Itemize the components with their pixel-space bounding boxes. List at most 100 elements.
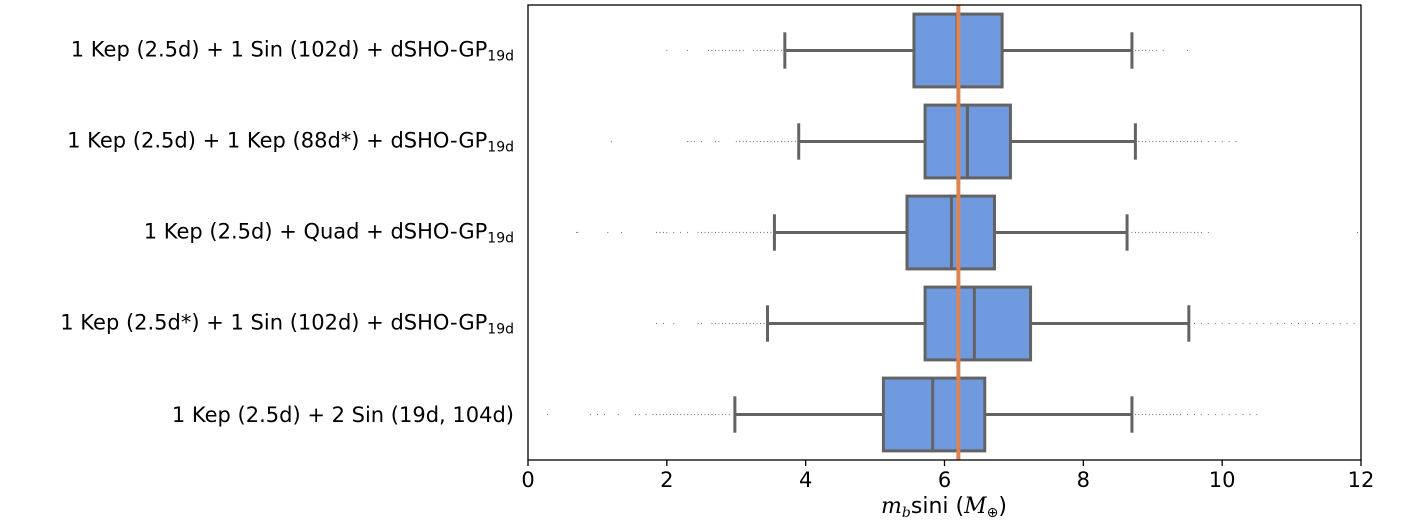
outlier-point [1194,140,1195,143]
outlier-point [652,413,654,416]
outlier-point [597,413,598,416]
box-group-2 [610,103,1237,180]
outlier-point [1155,49,1157,52]
outlier-point [763,140,765,143]
outlier-point [780,140,782,143]
outlier-point [1256,322,1258,325]
outlier-point [1162,413,1164,416]
outlier-point [1148,140,1150,143]
outlier-point [1134,49,1136,52]
outlier-point [718,413,720,416]
outlier-point [1207,322,1209,325]
outlier-point [1180,140,1181,143]
outlier-point [680,413,682,416]
outlier-point [1162,140,1164,143]
outlier-point [666,231,668,234]
outlier-point [1346,322,1348,325]
outlier-point [1138,413,1140,416]
outlier-point [725,231,727,234]
outlier-point [728,413,730,416]
outlier-point [687,231,689,234]
outlier-point [732,322,734,325]
category-label-text: 1 Kep (2.5d) + Quad + dSHO-GP [143,219,488,243]
outlier-point [697,322,699,325]
outlier-point [742,322,744,325]
outlier-point [1134,231,1136,234]
outlier-point [645,413,647,416]
outlier-point [760,49,761,52]
outlier-point [687,140,689,143]
outlier-point [1138,140,1140,143]
outlier-point [739,49,741,52]
outlier-point [1155,413,1157,416]
outlier-point [1200,322,1202,325]
category-label: 1 Kep (2.5d) + 2 Sin (19d, 104d) [172,403,514,427]
outlier-point [1141,140,1143,143]
outlier-point [728,231,730,234]
outlier-point [760,322,761,325]
outlier-point [1312,322,1313,325]
outlier-point [780,49,782,52]
outlier-point [1235,413,1237,416]
outlier-point [1228,140,1230,143]
outlier-point [1166,413,1168,416]
outlier-point [739,231,741,234]
category-label: 1 Kep (2.5d) + 1 Kep (88d*) + dSHO-GP19d [67,128,514,155]
outlier-point [1221,140,1223,143]
outlier-point [1166,140,1168,143]
outlier-point [1152,231,1154,234]
category-label-text: 1 Kep (2.5d) + 2 Sin (19d, 104d) [171,402,514,427]
outlier-point [735,322,737,325]
outlier-point [1141,49,1143,52]
outlier-point [1249,413,1251,416]
outlier-point [638,413,640,416]
outlier-point [1235,140,1237,143]
outlier-point [687,49,689,52]
outlier-point [1183,140,1185,143]
box-group-4 [656,285,1362,362]
outlier-point [1169,231,1171,234]
outlier-point [725,49,727,52]
outlier-point [756,231,758,234]
outlier-point [617,413,619,416]
outlier-point [708,231,709,234]
outlier-point [1277,322,1279,325]
outlier-point [1197,140,1199,143]
outlier-point [721,413,723,416]
outlier-point [715,140,716,143]
outlier-point [1162,49,1164,52]
outlier-point [1138,231,1140,234]
outlier-point [760,140,761,143]
outlier-point [1155,140,1157,143]
outlier-point [774,140,775,143]
outlier-point [767,49,768,52]
outlier-point [715,322,716,325]
outlier-point [1152,140,1154,143]
outlier-point [1235,322,1237,325]
category-label-subscript: 19d [487,139,514,155]
outlier-point [715,231,716,234]
outlier-point [794,140,796,143]
outlier-point [735,140,737,143]
outlier-point [1263,322,1265,325]
x-tick-label: 10 [1208,468,1236,492]
iqr-box [923,285,1033,362]
outlier-point [1318,322,1320,325]
x-axis-label-m: m [881,494,902,519]
outlier-point [1284,322,1286,325]
outlier-point [694,413,695,416]
outlier-point [749,231,751,234]
outlier-point [1145,49,1147,52]
outlier-point [662,322,664,325]
outlier-point [1180,231,1181,234]
outlier-point [774,49,775,52]
outlier-point [1228,413,1230,416]
category-label-text: 1 Kep (2.5d*) + 1 Sin (102d) + dSHO-GP [60,310,488,334]
outlier-point [1166,231,1168,234]
outlier-point [1159,231,1161,234]
outlier-point [1357,231,1358,234]
outlier-point [711,49,713,52]
box-group-1 [666,12,1188,89]
x-axis-label-unit-sub: ⊕ [986,505,999,521]
outlier-point [680,231,682,234]
